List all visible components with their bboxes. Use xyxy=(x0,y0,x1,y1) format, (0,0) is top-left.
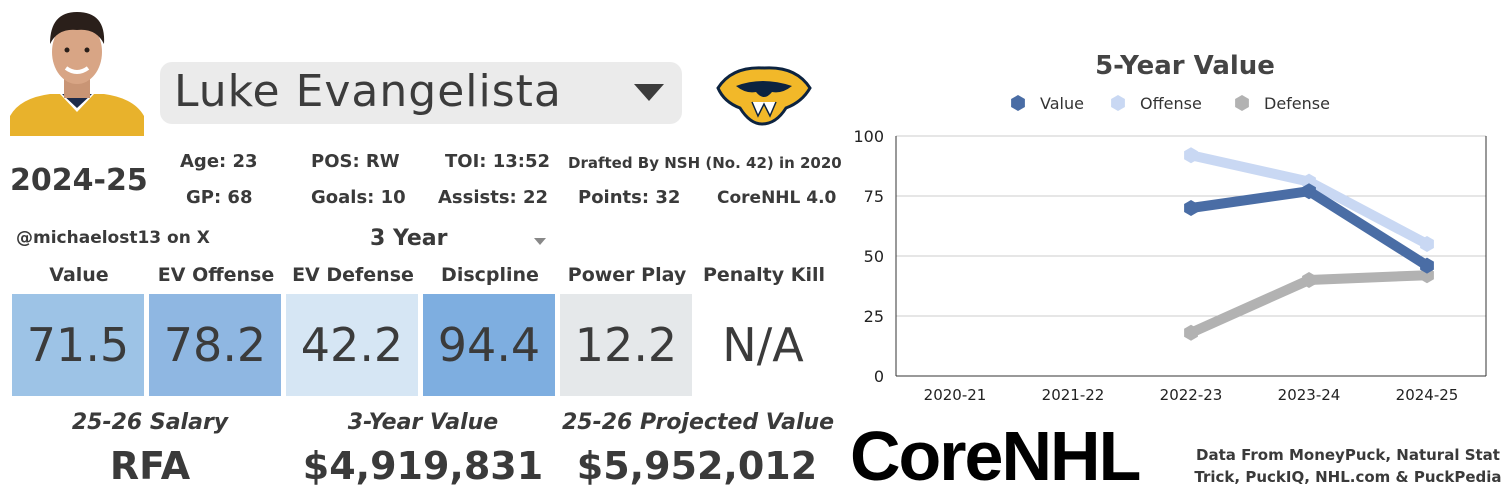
predators-logo xyxy=(716,66,812,126)
y-tick-label: 50 xyxy=(864,247,884,266)
legend-marker-defense xyxy=(1235,95,1249,111)
chevron-down-icon[interactable] xyxy=(534,238,546,245)
player-photo xyxy=(10,12,144,136)
data-point-offense xyxy=(1184,147,1198,164)
corenhl-logo-text: CoreNHL xyxy=(850,418,1140,492)
category-tile-ev-offense: 78.2 xyxy=(149,294,281,396)
legend-label-defense: Defense xyxy=(1264,94,1330,113)
x-tick-label: 2024-25 xyxy=(1396,386,1459,404)
category-tile-power-play: 12.2 xyxy=(560,294,692,396)
data-point-value xyxy=(1302,183,1316,200)
salary-value: RFA xyxy=(109,444,191,488)
stat-draft: Drafted By NSH (No. 42) in 2020 xyxy=(568,154,842,172)
legend-marker-value xyxy=(1011,95,1025,111)
x-tick-label: 2022-23 xyxy=(1160,386,1223,404)
projected-value-label: 25-26 Projected Value xyxy=(562,410,835,435)
five-year-value-chart: 5-Year Value Value Offense Defense 0 25 50 75 10… xyxy=(853,51,1487,404)
player-name: Luke Evangelista xyxy=(174,66,562,117)
data-point-defense xyxy=(1184,324,1198,341)
category-label-penalty-kill: Penalty Kill xyxy=(702,264,825,286)
stat-games-played: GP: 68 xyxy=(186,187,253,208)
stat-position: POS: RW xyxy=(311,151,400,172)
category-tile-penalty-kill: N/A xyxy=(697,294,829,396)
category-label-discipline: Discpline xyxy=(441,264,539,286)
span-select[interactable]: 3 Year xyxy=(370,226,448,251)
y-tick-label: 100 xyxy=(853,127,884,146)
stat-points: Points: 32 xyxy=(578,187,681,208)
category-label-value: Value xyxy=(49,264,109,286)
season-label: 2024-25 xyxy=(10,163,148,198)
stat-goals: Goals: 10 xyxy=(311,187,406,208)
y-tick-label: 0 xyxy=(874,367,884,386)
data-credits: Data From MoneyPuck, Natural Stat Trick,… xyxy=(1194,446,1502,486)
chart-title: 5-Year Value xyxy=(1095,51,1275,81)
stat-assists: Assists: 22 xyxy=(438,187,549,208)
data-point-value xyxy=(1420,257,1434,274)
model-version: CoreNHL 4.0 xyxy=(717,188,837,208)
legend-marker-offense xyxy=(1111,95,1125,111)
legend-label-value: Value xyxy=(1040,94,1084,113)
x-tick-label: 2021-22 xyxy=(1042,386,1105,404)
data-point-offense xyxy=(1420,236,1434,252)
corenhl-logo: CoreNHL xyxy=(850,418,1142,492)
legend-label-offense: Offense xyxy=(1140,94,1202,113)
category-label-ev-offense: EV Offense xyxy=(157,264,275,286)
x-tick-label: 2023-24 xyxy=(1278,386,1341,404)
chevron-down-icon[interactable] xyxy=(634,84,664,101)
category-label-ev-defense: EV Defense xyxy=(292,264,414,286)
y-tick-label: 25 xyxy=(864,307,884,326)
projected-value: $5,952,012 xyxy=(576,444,818,488)
category-label-power-play: Power Play xyxy=(567,264,687,286)
category-tile-discipline: 94.4 xyxy=(423,294,555,396)
salary-label: 25-26 Salary xyxy=(71,410,229,435)
player-select[interactable]: Luke Evangelista xyxy=(160,62,682,124)
y-tick-label: 75 xyxy=(864,187,884,206)
category-tile-value: 71.5 xyxy=(12,294,144,396)
author-handle: @michaelost13 on X xyxy=(16,228,210,248)
stat-toi: TOI: 13:52 xyxy=(445,151,551,172)
x-tick-label: 2020-21 xyxy=(924,386,987,404)
three-year-value: $4,919,831 xyxy=(302,444,544,488)
three-year-value-label: 3-Year Value xyxy=(347,410,499,435)
data-point-value xyxy=(1184,200,1198,216)
data-point-defense xyxy=(1302,272,1316,288)
stat-age: Age: 23 xyxy=(180,151,258,172)
category-tile-ev-defense: 42.2 xyxy=(286,294,418,396)
